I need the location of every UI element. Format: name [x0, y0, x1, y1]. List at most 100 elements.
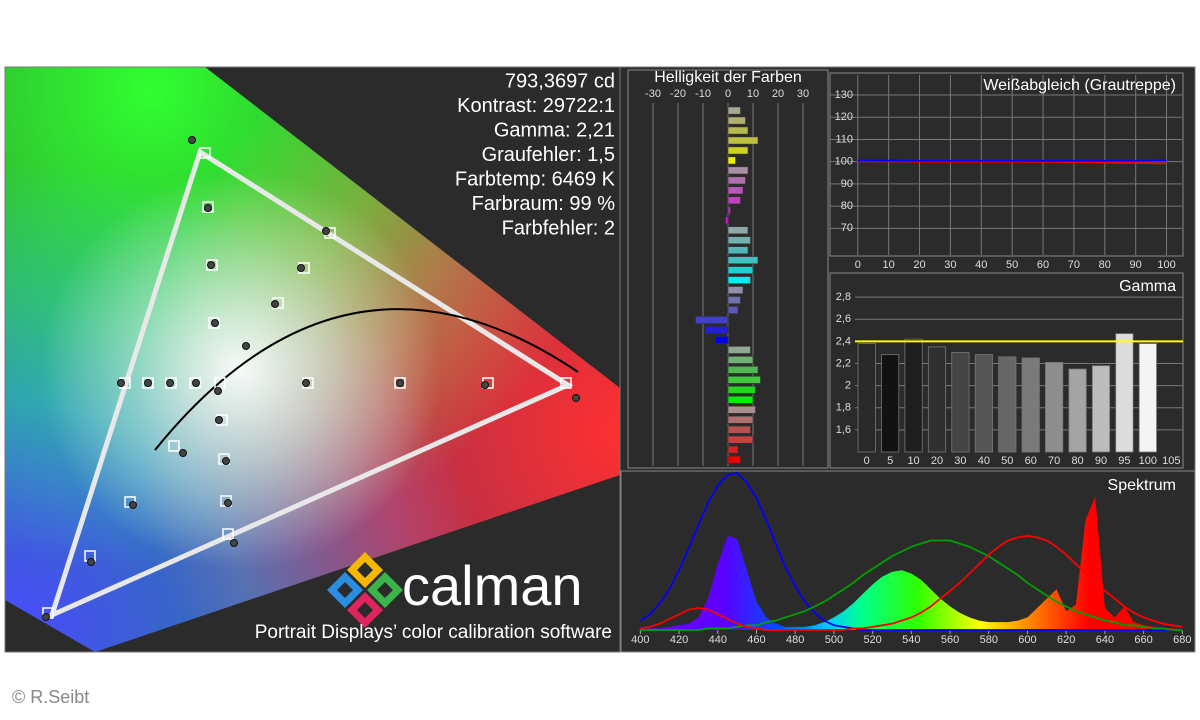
bar — [727, 425, 751, 434]
target-square — [142, 377, 154, 389]
measured-point — [322, 227, 330, 235]
bar — [727, 405, 756, 414]
bar — [727, 236, 751, 245]
x-tick-label: 70 — [1048, 455, 1060, 467]
x-tick-label: 50 — [1006, 259, 1018, 271]
bar — [727, 166, 749, 175]
x-tick-label: -30 — [645, 88, 661, 100]
bar — [727, 435, 754, 444]
target-square — [168, 440, 180, 452]
x-tick-label: 620 — [1057, 634, 1075, 646]
measured-point — [188, 136, 196, 144]
y-tick-label: 2 — [845, 380, 851, 392]
measured-point — [144, 379, 152, 387]
bar — [727, 126, 749, 135]
tagline: Portrait Displays’ color calibration sof… — [255, 622, 612, 643]
x-tick-label: 95 — [1118, 455, 1130, 467]
chart-title: Helligkeit der Farben — [654, 69, 802, 86]
bar — [727, 106, 741, 115]
chart-title: Weißabgleich (Grautreppe) — [983, 77, 1176, 94]
measured-point — [179, 449, 187, 457]
x-tick-label: 10 — [883, 259, 895, 271]
measured-point — [271, 300, 279, 308]
x-tick-label: 60 — [1025, 455, 1037, 467]
x-tick-label: 5 — [887, 455, 893, 467]
bar — [998, 356, 1017, 453]
bar — [727, 146, 749, 155]
x-tick-label: 30 — [944, 259, 956, 271]
bar — [974, 354, 993, 453]
y-tick-label: 70 — [841, 222, 853, 234]
logo-text: calman — [402, 554, 583, 617]
bar — [727, 256, 759, 265]
series-line — [640, 539, 1183, 631]
x-tick-label: 500 — [825, 634, 843, 646]
x-tick-label: 20 — [772, 88, 784, 100]
measured-point — [224, 499, 232, 507]
measured-point — [214, 387, 222, 395]
measured-point — [215, 416, 223, 424]
bar — [727, 375, 761, 384]
x-tick-label: 480 — [786, 634, 804, 646]
x-tick-label: 40 — [978, 455, 990, 467]
x-tick-label: 0 — [725, 88, 731, 100]
x-tick-label: 640 — [1096, 634, 1114, 646]
measured-point — [207, 261, 215, 269]
stat-line: Farbraum: 99 % — [472, 193, 616, 215]
target-square — [222, 528, 234, 540]
bar — [727, 186, 744, 195]
y-tick-label: 100 — [835, 156, 853, 168]
bar — [1045, 361, 1064, 453]
measured-point — [117, 379, 125, 387]
measured-point — [297, 264, 305, 272]
stat-line: Farbtemp: 6469 K — [455, 168, 616, 190]
measured-point — [230, 539, 238, 547]
bar — [695, 316, 729, 324]
x-tick-label: 400 — [631, 634, 649, 646]
x-tick-label: 90 — [1130, 259, 1142, 271]
measured-point — [396, 379, 404, 387]
x-tick-label: 560 — [941, 634, 959, 646]
bar — [727, 156, 736, 165]
measured-point — [42, 613, 50, 621]
target-square — [199, 147, 211, 159]
x-tick-label: 80 — [1099, 259, 1111, 271]
x-tick-label: 680 — [1173, 634, 1191, 646]
bar — [904, 338, 923, 453]
bar — [727, 196, 741, 205]
measured-point — [481, 381, 489, 389]
bar — [1091, 365, 1111, 453]
bar — [727, 296, 741, 304]
bar — [727, 455, 741, 464]
x-tick-label: -10 — [695, 88, 711, 100]
chart-title: Gamma — [1119, 278, 1176, 295]
bar — [727, 286, 744, 294]
series-line — [640, 534, 1183, 631]
x-tick-label: 0 — [864, 455, 870, 467]
bar — [727, 136, 759, 145]
measured-point — [204, 204, 212, 212]
x-tick-label: 600 — [1018, 634, 1036, 646]
x-tick-label: 70 — [1068, 259, 1080, 271]
series-line — [639, 472, 1183, 631]
stat-line: Graufehler: 1,5 — [482, 144, 615, 166]
target-square — [560, 377, 572, 389]
measured-point — [192, 379, 200, 387]
bar — [727, 415, 754, 424]
y-tick-label: 90 — [841, 178, 853, 190]
x-tick-label: 30 — [954, 455, 966, 467]
bar — [727, 116, 746, 125]
y-tick-label: 110 — [835, 133, 853, 145]
copyright: © R.Seibt — [12, 687, 89, 707]
bar — [727, 365, 759, 374]
x-tick-label: 40 — [975, 259, 987, 271]
chart-title: Spektrum — [1108, 477, 1176, 494]
bar — [715, 336, 729, 344]
measured-point — [572, 394, 580, 402]
x-tick-label: 20 — [913, 259, 925, 271]
x-tick-label: -20 — [670, 88, 686, 100]
y-tick-label: 2,6 — [836, 313, 851, 325]
bar — [727, 176, 746, 185]
bar — [705, 326, 729, 334]
